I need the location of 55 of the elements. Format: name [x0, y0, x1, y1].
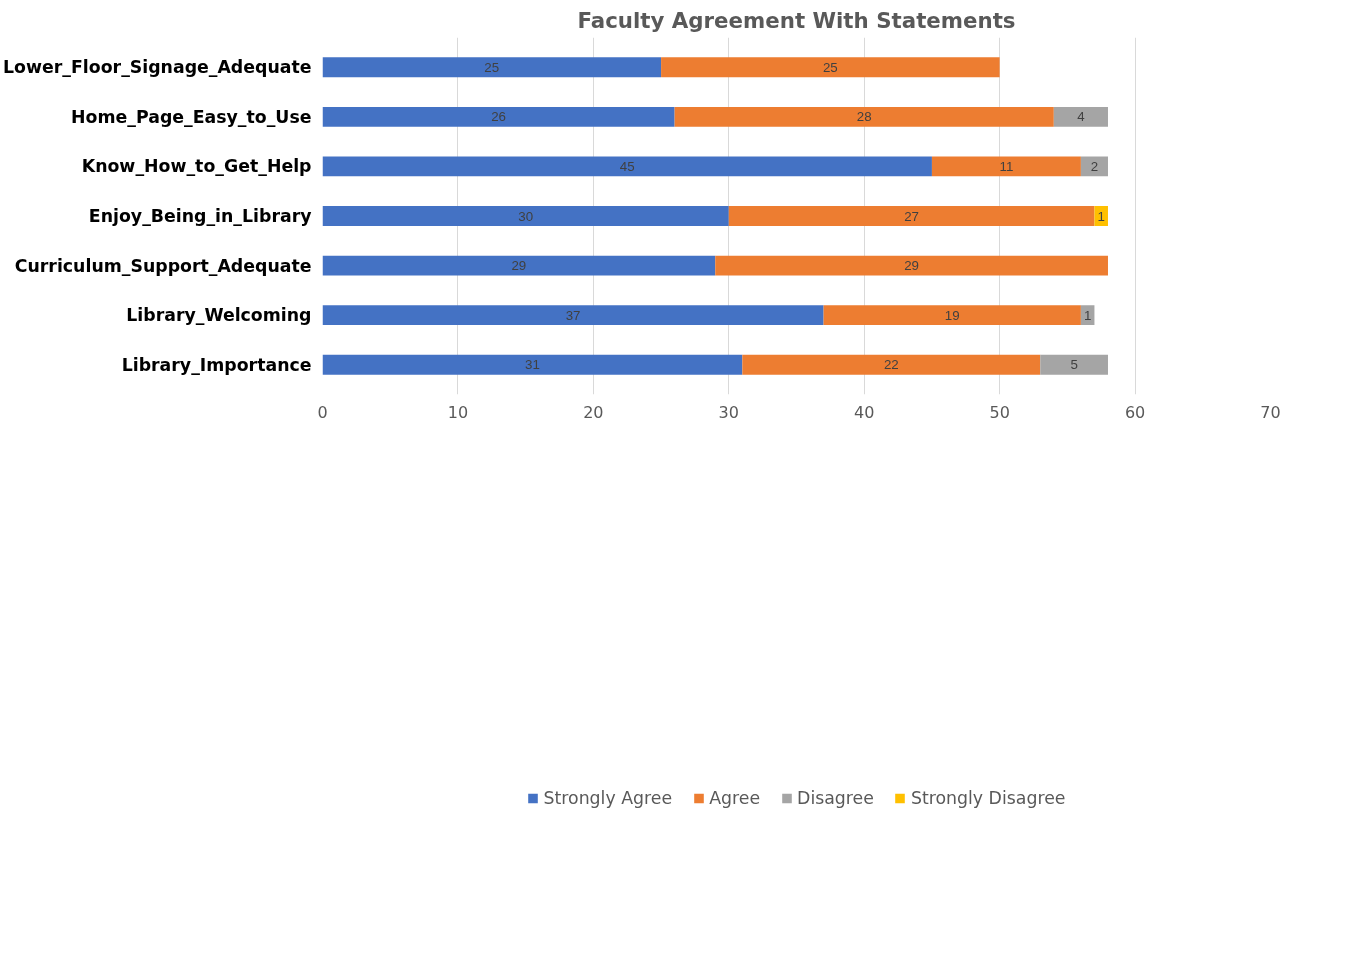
- y-tick-label: Lower_Floor_Signage_Adequate: [3, 57, 312, 78]
- bar: [1053, 106, 1108, 127]
- y-tick-label: Curriculum_Support_Adequate: [14, 255, 312, 276]
- data-label: 28: [856, 109, 872, 125]
- x-tick-label: 40: [854, 402, 875, 422]
- x-tick-label: 60: [1124, 402, 1146, 422]
- data-label: 29: [904, 258, 920, 274]
- bar: [661, 57, 1000, 78]
- y-tick-label: Enjoy_Being_in_Library: [88, 206, 312, 226]
- data-label: 22: [883, 357, 899, 373]
- x-tick-label: 20: [583, 402, 604, 422]
- bar: [823, 305, 1081, 326]
- data-label: 4: [1077, 109, 1086, 125]
- x-tick-label: 0: [317, 402, 328, 422]
- bar: [674, 106, 1054, 127]
- data-label: 11: [999, 158, 1014, 174]
- y-tick-label: Library_Importance: [121, 354, 312, 375]
- data-label: 2: [1090, 158, 1099, 174]
- legend-label: Agree: [709, 787, 761, 808]
- data-label: 30: [518, 208, 534, 224]
- bar: [322, 57, 662, 78]
- y-tick-label: Know_How_to_Get_Help: [81, 156, 312, 177]
- bar: [322, 106, 675, 127]
- data-label: 1: [1097, 208, 1105, 224]
- data-label: 27: [904, 208, 920, 224]
- data-label: 26: [491, 109, 506, 125]
- legend-label: Strongly Agree: [543, 787, 673, 808]
- chart-title: Faculty Agreement With Statements: [577, 7, 1016, 33]
- bar: [1040, 354, 1108, 375]
- data-label: 19: [944, 307, 960, 323]
- data-label: 45: [619, 158, 635, 174]
- bar: [728, 206, 1095, 226]
- data-label: 25: [484, 59, 500, 75]
- bar: [322, 255, 716, 276]
- legend-label: Strongly Disagree: [910, 787, 1066, 808]
- data-label: 25: [822, 59, 838, 75]
- bar: [715, 255, 1108, 276]
- data-label: 31: [525, 357, 540, 373]
- bar: [322, 156, 932, 177]
- legend-label: Disagree: [797, 787, 874, 808]
- bar: [322, 354, 743, 375]
- y-tick-label: Library_Welcoming: [126, 305, 312, 326]
- x-tick-label: 30: [718, 402, 739, 422]
- bar: [322, 305, 824, 326]
- bar: [322, 206, 729, 226]
- data-label: 37: [565, 307, 581, 323]
- bar: [742, 354, 1041, 375]
- x-tick-label: 50: [989, 402, 1010, 422]
- data-label: 1: [1083, 307, 1092, 323]
- x-tick-label: 70: [1260, 402, 1281, 422]
- data-label: 29: [511, 258, 527, 274]
- y-tick-label: Home_Page_Easy_to_Use: [71, 106, 312, 127]
- data-label: 5: [1070, 357, 1078, 373]
- bar: [931, 156, 1081, 177]
- x-tick-label: 10: [447, 402, 469, 422]
